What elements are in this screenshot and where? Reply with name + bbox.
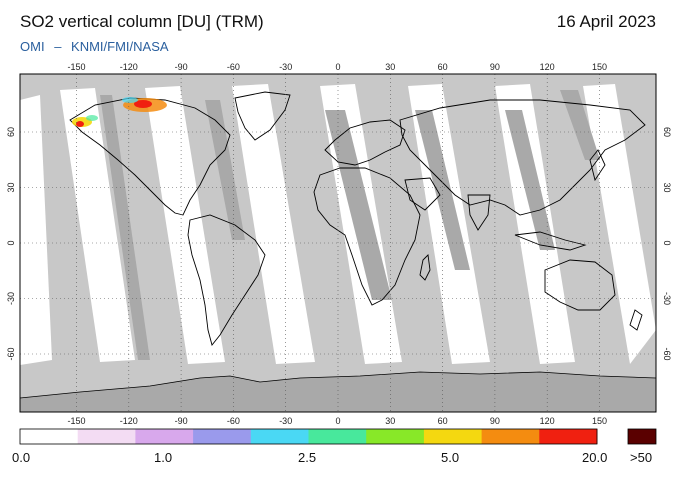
- bottom-lon-tick-label: 150: [592, 416, 607, 426]
- instrument-name: OMI: [20, 39, 45, 54]
- arabia: [404, 177, 441, 211]
- madagascar: [419, 254, 431, 281]
- map-date: 16 April 2023: [556, 12, 656, 31]
- bottom-lon-tick-label: 30: [385, 416, 395, 426]
- so2-hotspots: [72, 97, 167, 127]
- left-lat-tick-label: -60: [6, 347, 16, 360]
- colorbar-segment: [423, 429, 483, 444]
- top-lon-tick-label: -60: [227, 62, 240, 72]
- colorbar-overflow-box: [627, 428, 657, 445]
- north-america: [69, 97, 231, 216]
- top-lon-tick-label: 60: [438, 62, 448, 72]
- top-lon-tick-label: 120: [540, 62, 555, 72]
- top-lon-tick-label: 90: [490, 62, 500, 72]
- india: [467, 194, 491, 231]
- bottom-lon-tick-label: 60: [438, 416, 448, 426]
- colorbar-segment: [539, 429, 598, 444]
- colorbar-label-5: >50: [630, 450, 653, 465]
- colorbar-label-3: 5.0: [441, 450, 460, 465]
- left-lat-tick-label: 30: [6, 182, 16, 192]
- credit-separator: –: [54, 39, 62, 54]
- right-lat-tick-label: 30: [662, 182, 672, 192]
- bottom-lon-tick-label: -120: [120, 416, 138, 426]
- colorbar-label-1: 1.0: [154, 450, 173, 465]
- south-america: [187, 214, 266, 346]
- colorbar-segment: [77, 429, 136, 444]
- right-lat-tick-label: 0: [662, 240, 672, 245]
- colorbar-segment: [250, 429, 309, 444]
- map-frame: [19, 73, 657, 413]
- right-lat-tick-label: -60: [662, 347, 672, 360]
- colorbar: [19, 428, 657, 445]
- top-lon-tick-label: -90: [175, 62, 188, 72]
- source-credit: OMI – KNMI/FMI/NASA: [20, 39, 175, 54]
- axis-ticks: -150 -150 -120 -120 -90 -90 -60 -60 -30 -30 0 0 30 30…: [6, 62, 672, 426]
- asia: [399, 99, 646, 216]
- top-lon-tick-label: -30: [279, 62, 292, 72]
- left-lat-tick-label: 0: [6, 240, 16, 245]
- colorbar-segment: [135, 429, 194, 444]
- graticule: [20, 74, 656, 412]
- new-zealand: [629, 309, 643, 331]
- left-lat-tick-label: -30: [6, 292, 16, 305]
- top-lon-tick-label: -120: [120, 62, 138, 72]
- map-title: SO2 vertical column [DU] (TRM): [20, 12, 264, 31]
- bottom-lon-tick-label: -60: [227, 416, 240, 426]
- bottom-lon-tick-label: 0: [335, 416, 340, 426]
- provider-name: KNMI/FMI/NASA: [71, 39, 169, 54]
- europe: [324, 119, 406, 166]
- japan: [589, 149, 606, 182]
- coastlines: [69, 91, 646, 346]
- bottom-lon-tick-label: 90: [490, 416, 500, 426]
- right-lat-tick-label: 60: [662, 127, 672, 137]
- top-lon-tick-label: 0: [335, 62, 340, 72]
- colorbar-segment: [193, 429, 252, 444]
- right-lat-tick-label: -30: [662, 292, 672, 305]
- colorbar-segment: [366, 429, 425, 444]
- colorbar-segment: [308, 429, 367, 444]
- top-lon-tick-label: 30: [385, 62, 395, 72]
- top-lon-tick-label: 150: [592, 62, 607, 72]
- bottom-lon-tick-label: -90: [175, 416, 188, 426]
- top-lon-tick-label: -150: [67, 62, 85, 72]
- colorbar-segment: [20, 429, 79, 444]
- bottom-lon-tick-label: -30: [279, 416, 292, 426]
- bottom-lon-tick-label: -150: [67, 416, 85, 426]
- greenland: [234, 91, 291, 141]
- colorbar-frame: [19, 428, 598, 445]
- colorbar-label-2: 2.5: [298, 450, 317, 465]
- colorbar-label-0: 0.0: [12, 450, 31, 465]
- indonesia: [514, 231, 587, 251]
- colorbar-label-4: 20.0: [582, 450, 608, 465]
- bottom-lon-tick-label: 120: [540, 416, 555, 426]
- colorbar-segment: [481, 429, 540, 444]
- left-lat-tick-label: 60: [6, 127, 16, 137]
- australia: [544, 259, 616, 311]
- africa: [313, 167, 421, 306]
